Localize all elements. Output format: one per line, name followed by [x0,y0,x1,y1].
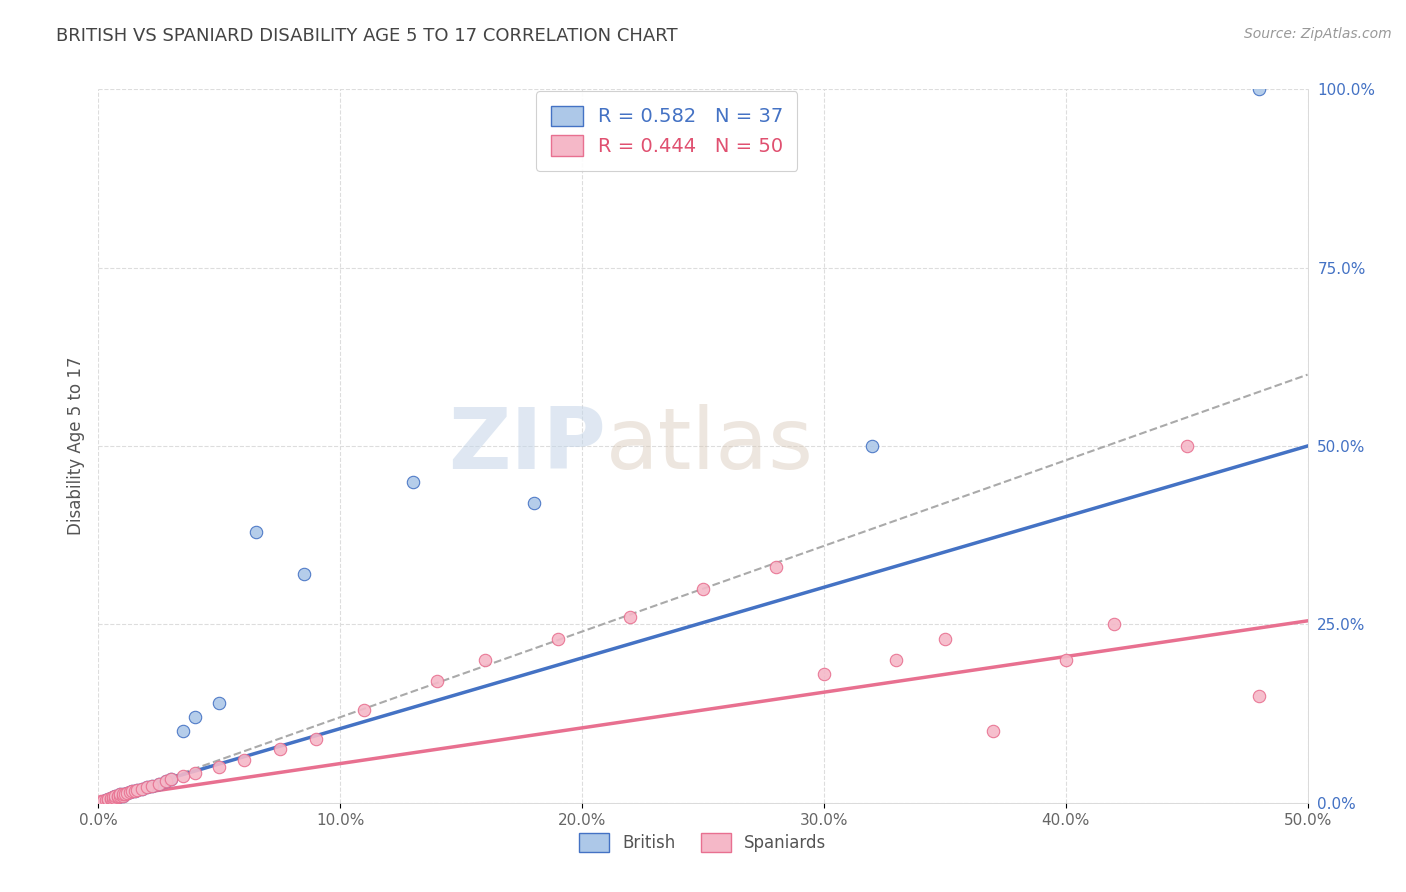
Point [547,632,569,646]
Point [934,632,956,646]
Point [292,567,315,582]
Point [353,703,375,717]
Point [97,791,120,805]
Point [1102,617,1125,632]
Point [107,789,129,803]
Point [117,786,139,800]
Point [111,787,134,801]
Point [121,784,143,798]
Point [124,783,146,797]
Point [97,793,120,807]
Point [97,794,120,808]
Point [172,724,194,739]
Point [111,787,134,801]
Point [101,791,124,805]
Point [111,789,134,803]
Point [208,760,231,774]
Point [619,610,641,624]
Point [101,790,124,805]
Point [114,787,136,801]
Point [131,781,153,796]
Text: BRITISH VS SPANIARD DISABILITY AGE 5 TO 17 CORRELATION CHART: BRITISH VS SPANIARD DISABILITY AGE 5 TO … [56,27,678,45]
Point [135,780,157,794]
Point [108,789,131,804]
Point [104,790,127,805]
Point [104,789,127,804]
Point [101,791,124,805]
Point [100,790,122,805]
Point [107,790,129,805]
Point [860,439,883,453]
Point [108,787,131,801]
Point [184,710,207,724]
Point [232,753,254,767]
Point [160,772,183,787]
Y-axis label: Disability Age 5 to 17: Disability Age 5 to 17 [66,357,84,535]
Point [1054,653,1077,667]
Text: Source: ZipAtlas.com: Source: ZipAtlas.com [1244,27,1392,41]
Point [148,776,170,790]
Point [141,779,163,793]
Point [269,742,291,756]
Point [117,786,139,800]
Point [160,772,183,787]
Point [107,790,129,805]
Point [100,792,122,806]
Point [124,783,146,797]
Point [765,560,787,574]
Point [94,793,117,807]
Point [127,783,149,797]
Text: ZIP: ZIP [449,404,606,488]
Point [135,780,157,794]
Point [118,785,141,799]
Point [155,774,177,789]
Point [90,794,112,808]
Point [1249,689,1271,703]
Point [108,787,131,801]
Point [1175,439,1198,453]
Point [101,790,124,805]
Point [141,779,163,793]
Point [208,696,231,710]
Point [426,674,449,689]
Point [97,791,120,805]
Point [104,789,127,804]
Point [305,731,328,746]
Point [148,776,170,790]
Point [184,765,207,780]
Point [402,475,425,489]
Point [692,582,714,596]
Point [111,789,134,803]
Point [981,724,1004,739]
Point [91,794,114,808]
Point [94,793,117,807]
Point [91,794,114,808]
Point [121,784,143,798]
Point [474,653,496,667]
Point [127,783,149,797]
Point [100,792,122,806]
Point [155,774,177,789]
Point [523,496,546,510]
Text: atlas: atlas [606,404,814,488]
Legend: British, Spaniards: British, Spaniards [572,826,834,859]
Point [245,524,267,539]
Point [118,785,141,799]
Point [108,789,131,804]
Point [104,790,127,805]
Point [813,667,835,681]
Point [172,769,194,783]
Point [107,789,129,803]
Point [886,653,908,667]
Point [1249,82,1271,96]
Point [131,781,153,796]
Point [100,790,122,805]
Point [114,787,136,801]
